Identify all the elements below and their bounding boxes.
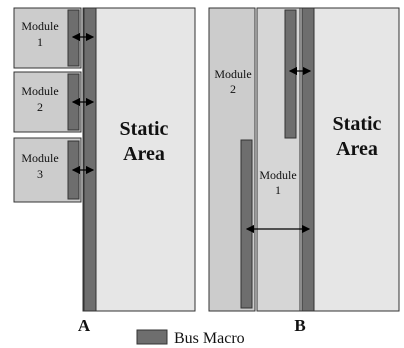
bus-macro-b-main: [301, 7, 315, 312]
bus-macro-a-1: [67, 9, 80, 67]
module-a-3-number: 3: [37, 167, 43, 181]
static-area-b-label-1: Static: [333, 113, 382, 135]
legend: Bus Macro: [136, 329, 245, 347]
panel-a: Module 1 Module 2 Module 3 Static Area A: [13, 7, 196, 335]
module-b-2-number: 2: [230, 82, 236, 96]
static-area-b-label-2: Area: [336, 138, 378, 160]
static-area-a-label-1: Static: [120, 118, 169, 140]
module-b-1-label: Module: [259, 168, 296, 182]
bus-macro-a-main: [83, 7, 97, 312]
module-b-2-label: Module: [214, 67, 251, 81]
bus-macro-b-module2: [240, 139, 253, 309]
module-a-1-label: Module: [21, 19, 58, 33]
static-area-b: [299, 7, 400, 312]
module-a-2-number: 2: [37, 100, 43, 114]
bus-macro-b-module1: [284, 9, 297, 139]
legend-label: Bus Macro: [174, 330, 245, 347]
panel-a-label: A: [78, 316, 91, 335]
panel-b-label: B: [294, 316, 305, 335]
module-b-1-number: 1: [275, 183, 281, 197]
module-a-2-label: Module: [21, 84, 58, 98]
static-area-a-label-2: Area: [123, 143, 165, 165]
panel-b: Module 2 Module 1 Static Area B: [208, 7, 400, 335]
module-a-1-number: 1: [37, 35, 43, 49]
module-a-3-label: Module: [21, 151, 58, 165]
static-area-a: [82, 7, 196, 312]
bus-macro-swatch-icon: [136, 329, 168, 345]
